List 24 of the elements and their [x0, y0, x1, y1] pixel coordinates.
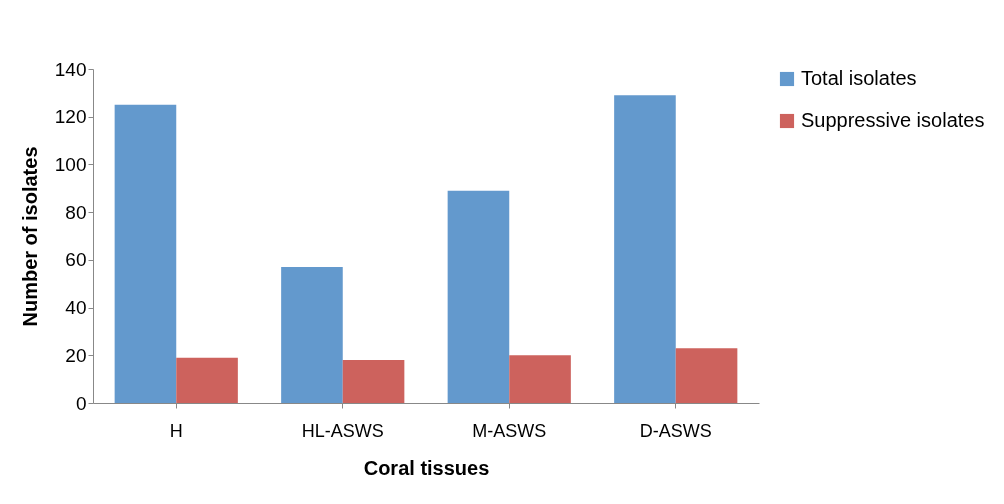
legend-label: Suppressive isolates	[801, 109, 985, 131]
bar	[509, 355, 571, 403]
bar	[447, 190, 510, 403]
x-axis-title: Coral tissues	[363, 456, 490, 479]
x-tick-label: M-ASWS	[472, 420, 547, 441]
y-tick-label: 40	[65, 297, 87, 319]
x-tick-label: D-ASWS	[639, 420, 712, 441]
bar	[342, 360, 405, 403]
bar	[114, 104, 177, 403]
bar	[281, 267, 343, 403]
y-tick-label: 20	[65, 344, 87, 366]
bar	[675, 348, 738, 403]
y-tick-label: 0	[75, 392, 87, 414]
bar	[176, 357, 238, 403]
legend-label: Total isolates	[801, 67, 917, 89]
y-tick-label: 140	[54, 58, 87, 80]
y-axis-title: Number of isolates	[18, 146, 41, 327]
bar	[614, 95, 676, 403]
y-tick-label: 100	[54, 153, 87, 175]
x-tick-label: HL-ASWS	[301, 420, 384, 441]
y-tick-label: 120	[54, 106, 87, 128]
y-tick-label: 80	[65, 201, 87, 223]
x-tick-label: H	[169, 420, 183, 441]
y-tick-label: 60	[65, 249, 87, 271]
